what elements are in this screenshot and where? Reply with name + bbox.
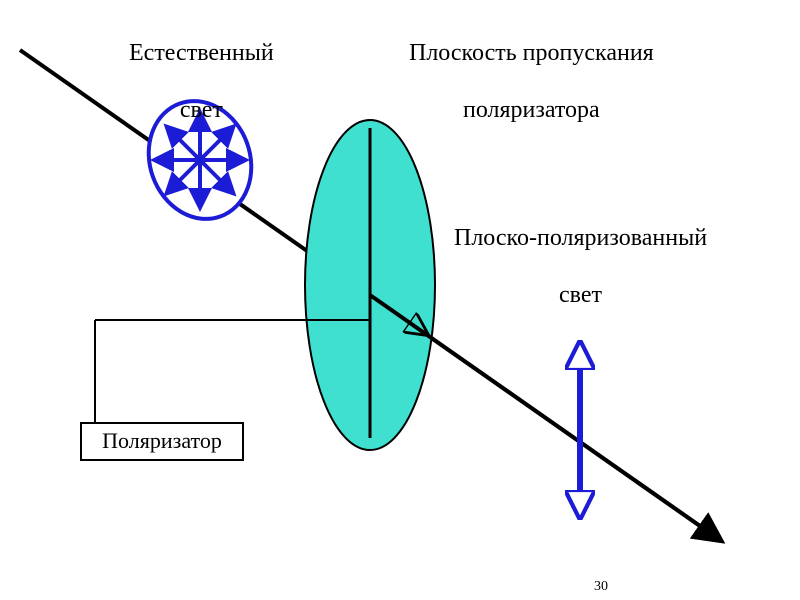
page-number: 30 (580, 562, 608, 600)
polarized-light-label-line2: свет (559, 282, 602, 308)
natural-light-label: Естественный свет (105, 10, 274, 154)
diagram-canvas: Естественный свет Плоскость пропускания … (0, 0, 800, 600)
natural-light-label-line2: свет (180, 97, 223, 123)
polarized-light-label-line1: Плоско-поляризованный (454, 225, 707, 251)
natural-light-label-line1: Естественный (129, 40, 274, 66)
transmission-plane-label-line1: Плоскость пропускания (409, 40, 654, 66)
polarizer-box-text: Поляризатор (102, 428, 222, 453)
polarizer-box: Поляризатор (80, 422, 244, 461)
polarized-light-label: Плоско-поляризованный свет (430, 195, 707, 339)
transmission-plane-label: Плоскость пропускания поляризатора (385, 10, 654, 154)
transmission-plane-label-line2: поляризатора (463, 97, 600, 123)
page-number-text: 30 (594, 579, 608, 594)
